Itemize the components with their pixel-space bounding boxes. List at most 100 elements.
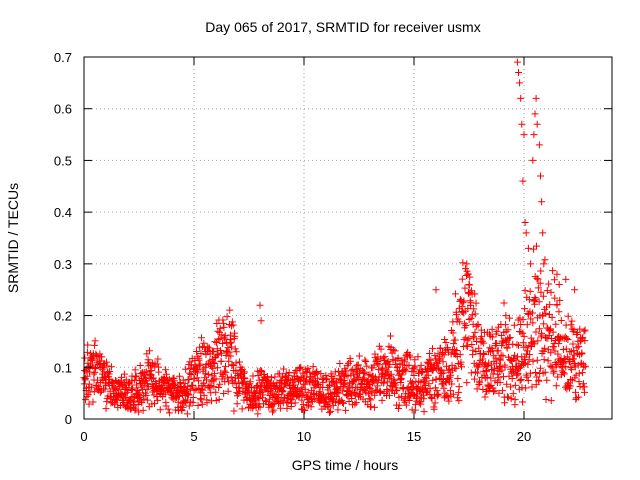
data-point <box>535 377 543 385</box>
data-point <box>325 382 333 390</box>
data-point <box>329 402 337 410</box>
data-point <box>521 287 529 295</box>
data-point <box>544 357 552 365</box>
data-point <box>562 275 570 283</box>
data-point <box>107 363 115 371</box>
data-point <box>572 371 580 379</box>
data-point <box>209 376 217 384</box>
data-point <box>136 362 144 370</box>
data-point <box>517 320 525 328</box>
data-point <box>270 406 278 414</box>
data-point <box>117 373 125 381</box>
data-point <box>552 382 560 390</box>
data-point <box>210 370 218 378</box>
data-point <box>529 319 537 327</box>
data-point <box>228 318 236 326</box>
data-point <box>502 321 510 329</box>
data-point <box>295 364 303 372</box>
data-point <box>194 384 202 392</box>
data-point <box>350 388 358 396</box>
data-point <box>224 344 232 352</box>
data-point <box>435 356 443 364</box>
data-point <box>298 396 306 404</box>
data-point <box>209 364 217 372</box>
data-point <box>427 356 435 364</box>
data-point <box>527 315 535 323</box>
data-point <box>350 370 358 378</box>
data-point <box>209 348 217 356</box>
data-point <box>231 332 239 340</box>
data-point <box>220 323 228 331</box>
data-point <box>394 354 402 362</box>
data-point <box>170 377 178 385</box>
data-point <box>241 368 249 376</box>
data-point <box>470 375 478 383</box>
data-point <box>426 350 434 358</box>
data-point <box>311 395 319 403</box>
data-point <box>175 392 183 400</box>
data-point <box>102 358 110 366</box>
data-point <box>529 156 537 164</box>
data-point <box>212 388 220 396</box>
data-point <box>208 363 216 371</box>
data-point <box>503 344 511 352</box>
data-point <box>229 321 237 329</box>
data-point <box>222 362 230 370</box>
data-point <box>415 399 423 407</box>
data-point <box>96 388 104 396</box>
data-point <box>135 408 143 416</box>
data-point <box>131 373 139 381</box>
data-point <box>275 400 283 408</box>
data-point <box>213 351 221 359</box>
data-point <box>106 367 114 375</box>
data-point <box>377 345 385 353</box>
data-point <box>516 377 524 385</box>
data-point <box>532 328 540 336</box>
data-point <box>521 353 529 361</box>
data-point <box>257 367 265 375</box>
data-point <box>133 381 141 389</box>
data-point <box>233 389 241 397</box>
data-point <box>140 395 148 403</box>
data-point <box>372 386 380 394</box>
data-point <box>334 386 342 394</box>
data-point <box>386 372 394 380</box>
grid <box>84 57 612 419</box>
data-point <box>411 362 419 370</box>
data-point <box>219 316 227 324</box>
data-point <box>463 260 471 268</box>
data-point <box>197 334 205 342</box>
data-point <box>569 355 577 363</box>
data-point <box>446 387 454 395</box>
data-point <box>257 386 265 394</box>
data-point <box>304 364 312 372</box>
data-point <box>451 290 459 298</box>
data-point <box>549 267 557 275</box>
data-point <box>351 392 359 400</box>
data-point <box>353 384 361 392</box>
data-point <box>457 358 465 366</box>
data-point <box>389 346 397 354</box>
data-point <box>540 356 548 364</box>
data-point <box>568 366 576 374</box>
data-point <box>425 380 433 388</box>
data-point <box>506 333 514 341</box>
data-point <box>352 399 360 407</box>
data-point <box>334 367 342 375</box>
data-point <box>518 120 526 128</box>
data-point <box>449 329 457 337</box>
data-point <box>539 229 547 237</box>
data-point <box>414 383 422 391</box>
data-point <box>502 312 510 320</box>
data-point <box>467 314 475 322</box>
data-point <box>417 400 425 408</box>
data-point <box>410 371 418 379</box>
data-point <box>529 357 537 365</box>
data-point <box>155 368 163 376</box>
data-point <box>545 280 553 288</box>
data-point <box>475 380 483 388</box>
data-point <box>580 363 588 371</box>
data-point <box>414 353 422 361</box>
data-point <box>386 360 394 368</box>
data-point <box>211 359 219 367</box>
